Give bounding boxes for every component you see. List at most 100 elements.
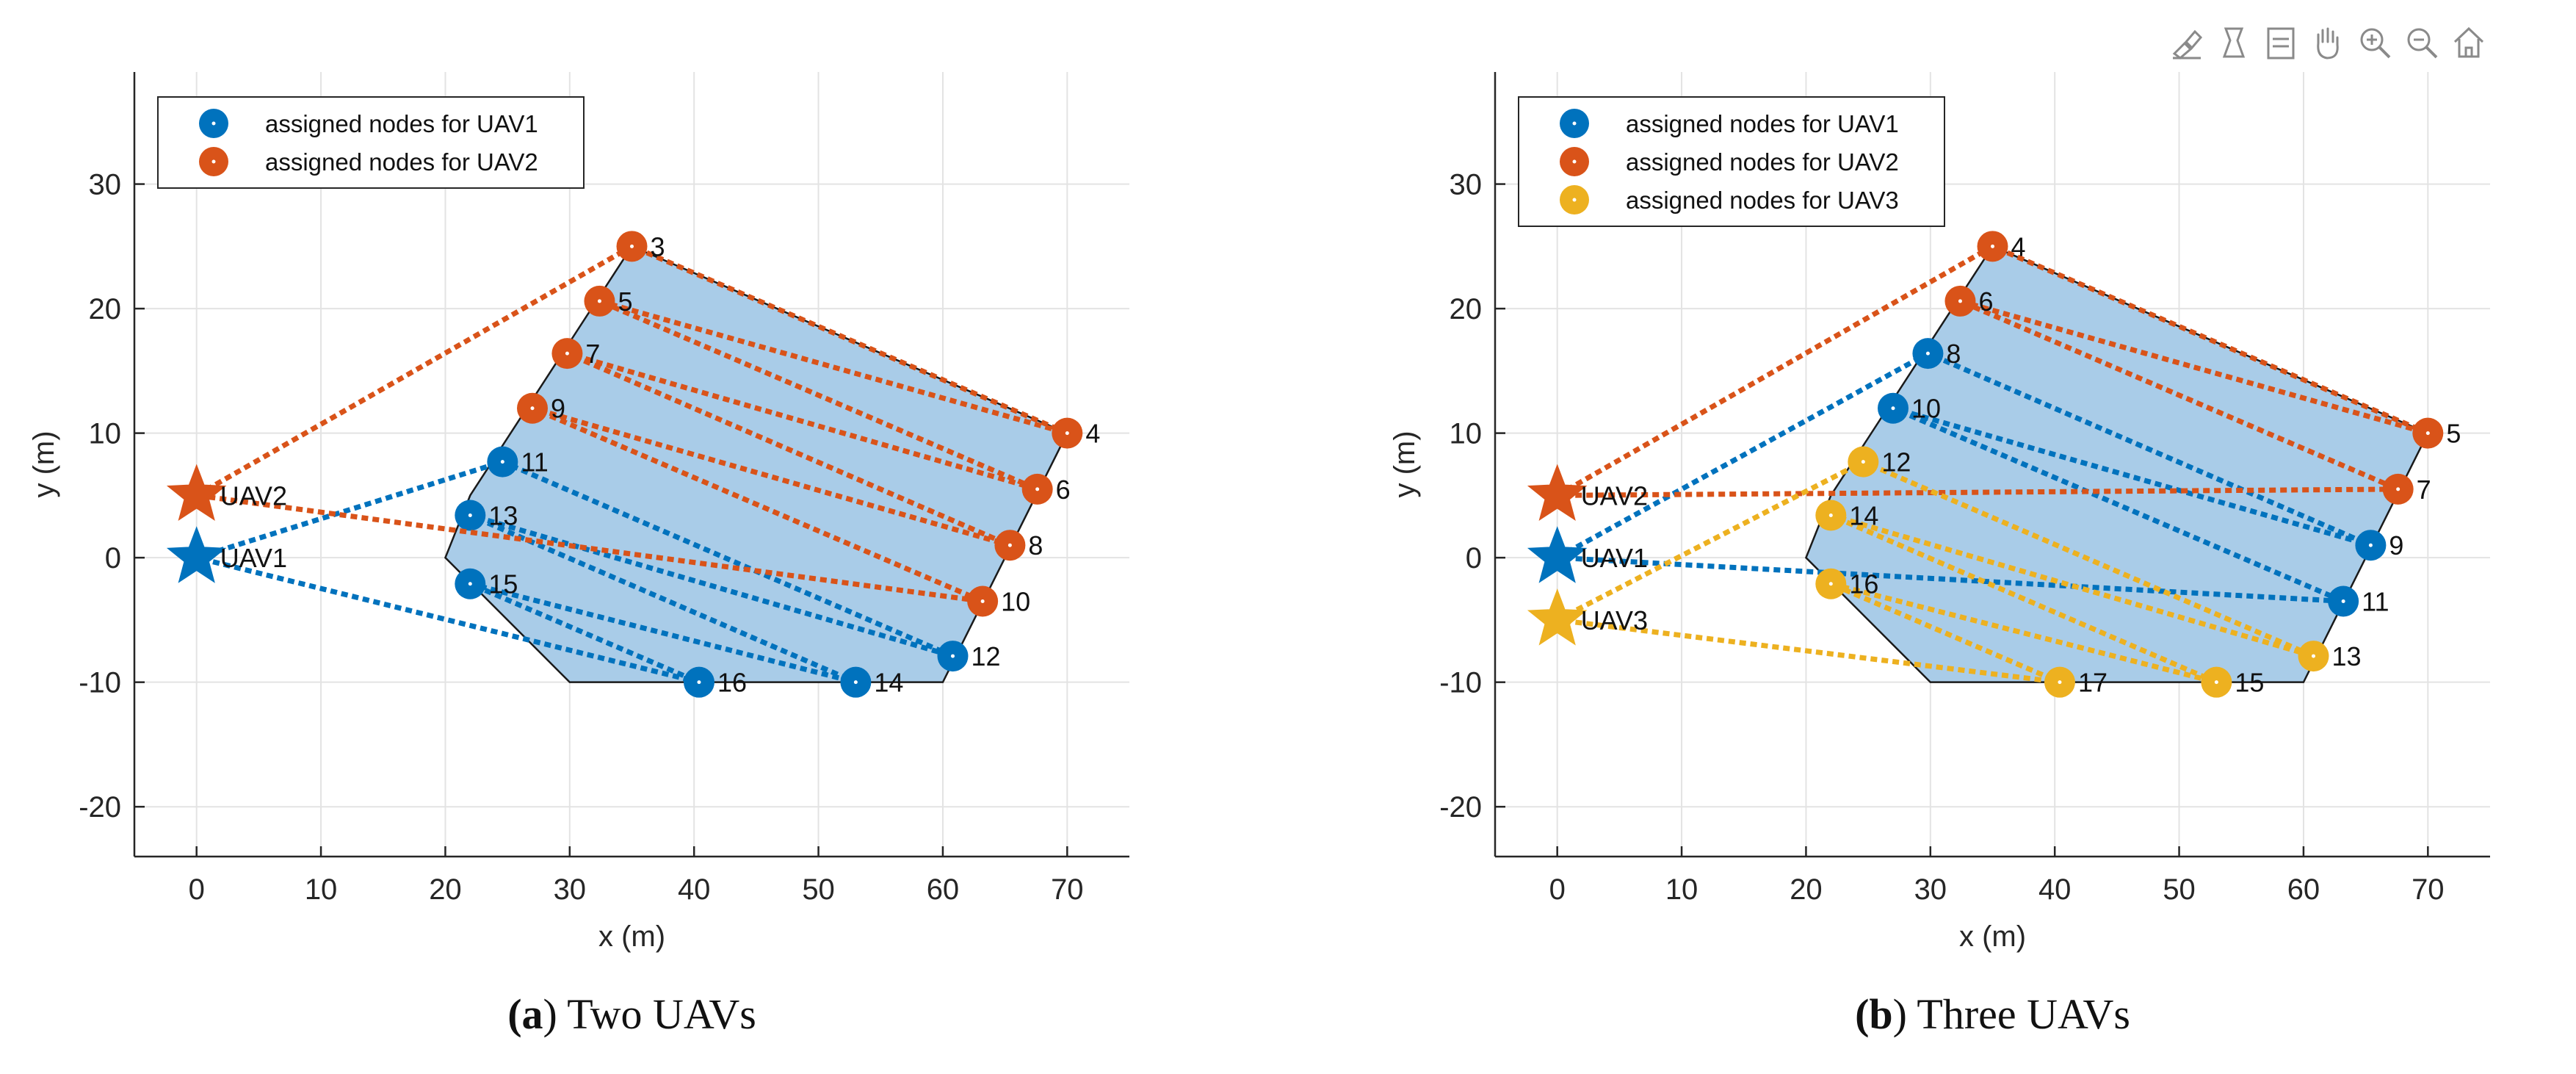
uav-start-star xyxy=(1527,588,1588,646)
node-label: 4 xyxy=(2011,231,2026,262)
y-tick-label: 20 xyxy=(1450,293,1483,325)
figure-caption: (a) Two UAVs xyxy=(507,990,756,1038)
x-axis-label: x (m) xyxy=(1959,920,2026,953)
node-label: 8 xyxy=(1946,339,1961,369)
y-tick-label: -20 xyxy=(1439,791,1482,823)
node-label: 3 xyxy=(651,231,665,262)
node-label: 11 xyxy=(521,447,548,477)
node-label: 5 xyxy=(2446,419,2461,449)
series-uav1: 8 9 10 11 UAV1 xyxy=(1527,338,2403,617)
caption-label: (a xyxy=(507,990,543,1038)
node-label: 6 xyxy=(1978,286,1993,317)
legend-entry-label: assigned nodes for UAV2 xyxy=(265,148,538,176)
figure-caption: (b) Three UAVs xyxy=(1855,990,2130,1038)
pan-hand-icon[interactable] xyxy=(2307,22,2348,63)
chart-panel-b: 0 10 20 30 40 50 60 70 -20 -10 0 10 20 30 x (m) y (m) 8 9… xyxy=(1389,72,2490,1038)
series-uav1: 11 12 13 14 15 16 UAV1 xyxy=(166,446,1001,698)
node-label: 7 xyxy=(2417,475,2431,505)
x-tick-label: 0 xyxy=(1549,873,1566,906)
legend: assigned nodes for UAV1 assigned nodes fo… xyxy=(1518,96,1945,227)
node-label: 9 xyxy=(2389,530,2403,561)
node-label: 13 xyxy=(2331,641,2361,671)
node-marker-center xyxy=(500,460,504,464)
legend-box xyxy=(157,96,585,189)
legend-entry-label: assigned nodes for UAV1 xyxy=(265,110,538,137)
node-marker-center xyxy=(1065,431,1069,436)
node-label: 8 xyxy=(1028,530,1043,561)
node-marker-center xyxy=(697,680,701,685)
legend-toggle-icon[interactable] xyxy=(2260,22,2301,63)
route-path-uav1 xyxy=(195,459,955,685)
node-label: 12 xyxy=(1881,447,1911,477)
y-tick-label: 0 xyxy=(1466,542,1482,574)
x-tick-label: 50 xyxy=(2163,873,2196,906)
node-marker-center xyxy=(1035,487,1040,491)
node-label: 6 xyxy=(1056,475,1071,505)
node-marker-center xyxy=(950,654,955,658)
node-marker-center xyxy=(1861,460,1865,464)
legend-marker-center xyxy=(1572,121,1577,126)
uav-start-label: UAV2 xyxy=(1581,480,1648,511)
x-tick-label: 30 xyxy=(554,873,587,906)
node-label: 14 xyxy=(874,668,903,698)
node-label: 16 xyxy=(1849,569,1878,599)
y-tick-label: 30 xyxy=(1450,169,1483,201)
series-uav3: 12 13 14 15 16 17 UAV3 xyxy=(1527,446,2362,698)
y-tick-label: -10 xyxy=(1439,667,1482,699)
node-label: 9 xyxy=(551,394,565,424)
uav-start-label: UAV2 xyxy=(220,480,287,511)
node-label: 12 xyxy=(971,641,1000,671)
caption-text: ) Three UAVs xyxy=(1893,990,2130,1038)
uav-start-star xyxy=(1527,464,1588,521)
uav-start-star xyxy=(166,464,227,521)
y-tick-label: 10 xyxy=(89,418,122,450)
node-marker-center xyxy=(1891,406,1895,411)
legend-marker-center xyxy=(1572,198,1577,202)
route-path-uav1 xyxy=(1555,350,2373,604)
route-path-uav2 xyxy=(1555,243,2431,498)
node-marker-center xyxy=(468,513,472,518)
node-marker-center xyxy=(2058,680,2062,685)
node-marker-center xyxy=(853,680,858,685)
node-marker-center xyxy=(530,406,535,411)
node-label: 13 xyxy=(488,501,518,531)
node-marker-center xyxy=(1007,543,1012,547)
node-label: 16 xyxy=(717,668,747,698)
node-marker-center xyxy=(2425,431,2430,436)
brush-edit-icon[interactable] xyxy=(2166,22,2207,63)
uav-start-label: UAV1 xyxy=(220,543,287,573)
node-marker-center xyxy=(1991,244,1994,248)
x-tick-label: 10 xyxy=(305,873,338,906)
zoom-out-icon[interactable] xyxy=(2401,22,2442,63)
node-marker-center xyxy=(1828,513,1833,518)
x-tick-label: 10 xyxy=(1665,873,1698,906)
home-icon[interactable] xyxy=(2448,22,2489,63)
x-tick-label: 70 xyxy=(1051,873,1084,906)
x-tick-label: 0 xyxy=(189,873,205,906)
node-marker-center xyxy=(468,582,472,586)
node-label: 4 xyxy=(1085,419,1100,449)
y-axis-label: y (m) xyxy=(28,430,60,497)
node-marker-center xyxy=(2311,654,2315,658)
x-tick-label: 40 xyxy=(2038,873,2072,906)
series-uav2: 4 5 6 7 UAV2 xyxy=(1527,231,2461,521)
node-label: 14 xyxy=(1849,501,1878,531)
node-marker-center xyxy=(2214,680,2218,685)
uav-start-star xyxy=(1527,526,1588,583)
y-tick-label: 0 xyxy=(105,542,121,574)
legend-entry-label: assigned nodes for UAV1 xyxy=(1626,110,1899,137)
route-path-uav3 xyxy=(1556,459,2316,685)
uav-start-label: UAV3 xyxy=(1581,605,1648,635)
uav-start-star xyxy=(166,526,227,583)
y-tick-label: 10 xyxy=(1450,418,1483,450)
node-marker-center xyxy=(2341,599,2345,603)
y-tick-label: 30 xyxy=(89,169,122,201)
uav-start-label: UAV1 xyxy=(1581,543,1648,573)
node-label: 10 xyxy=(1911,394,1941,424)
data-cursor-icon[interactable] xyxy=(2213,22,2254,63)
node-marker-center xyxy=(1828,582,1833,586)
x-tick-label: 20 xyxy=(429,873,462,906)
node-marker-center xyxy=(630,244,634,248)
zoom-in-icon[interactable] xyxy=(2354,22,2395,63)
y-tick-label: -20 xyxy=(79,791,121,823)
